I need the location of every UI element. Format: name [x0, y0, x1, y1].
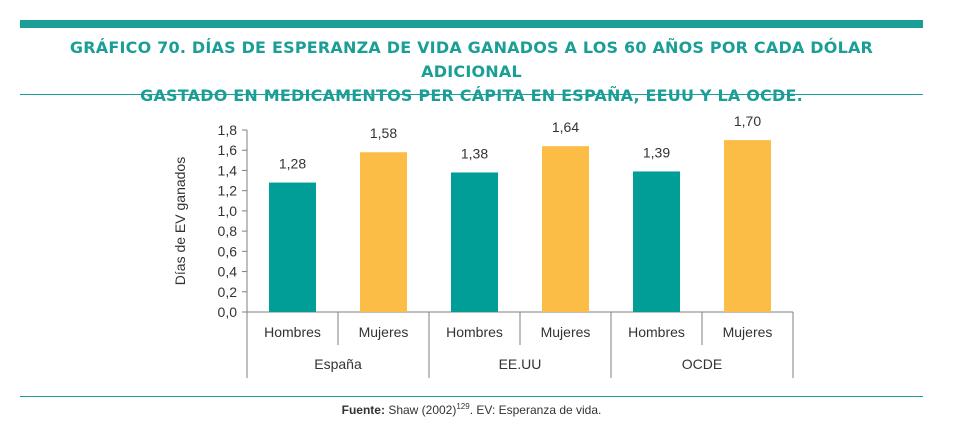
y-tick-label: 1,4	[218, 162, 238, 178]
y-axis-title: Días de EV ganados	[172, 157, 188, 285]
x-category-label: Mujeres	[359, 324, 409, 340]
source-suffix: . EV: Esperanza de vida.	[469, 403, 602, 417]
y-tick-label: 0,2	[218, 284, 238, 300]
y-tick-label: 0,8	[218, 223, 238, 239]
footer-divider	[20, 396, 923, 397]
bar-eeuu-hombres	[451, 172, 498, 312]
chart-title-line2: GASTADO EN MEDICAMENTOS PER CÁPITA EN ES…	[140, 86, 803, 105]
source-note: Fuente: Shaw (2002)129. EV: Esperanza de…	[20, 402, 923, 417]
title-top-bar	[20, 20, 923, 28]
y-tick-label: 0,6	[218, 243, 238, 259]
data-label: 1,28	[279, 156, 306, 172]
x-category-label: Mujeres	[541, 324, 591, 340]
bar-eeuu-mujeres	[542, 146, 589, 312]
bar-ocde-mujeres	[724, 140, 771, 312]
data-label: 1,39	[643, 144, 670, 160]
source-text: Shaw (2002)	[388, 403, 457, 417]
source-ref: 129	[456, 402, 470, 411]
x-category-label: Hombres	[264, 324, 321, 340]
data-label: 1,38	[461, 145, 488, 161]
chart-title-line1: GRÁFICO 70. DÍAS DE ESPERANZA DE VIDA GA…	[69, 38, 874, 81]
y-tick-label: 1,6	[218, 142, 238, 158]
x-group-label: España	[314, 356, 362, 372]
source-label: Fuente:	[341, 403, 385, 417]
x-group-label: EE.UU	[499, 356, 542, 372]
title-divider	[20, 94, 923, 95]
bar-espaa-mujeres	[360, 152, 407, 312]
x-category-label: Hombres	[446, 324, 503, 340]
y-tick-label: 0,0	[218, 304, 238, 320]
data-label: 1,70	[734, 113, 761, 129]
x-category-label: Hombres	[628, 324, 685, 340]
x-category-label: Mujeres	[723, 324, 773, 340]
y-tick-label: 0,4	[218, 264, 238, 280]
bar-ocde-hombres	[633, 171, 680, 312]
bar-espaa-hombres	[269, 182, 316, 312]
data-label: 1,64	[552, 119, 579, 135]
data-label: 1,58	[370, 125, 397, 141]
chart-title: GRÁFICO 70. DÍAS DE ESPERANZA DE VIDA GA…	[20, 36, 923, 108]
y-tick-label: 1,8	[218, 122, 238, 138]
x-group-label: OCDE	[682, 356, 722, 372]
y-tick-label: 1,0	[218, 203, 238, 219]
y-tick-label: 1,2	[218, 183, 238, 199]
